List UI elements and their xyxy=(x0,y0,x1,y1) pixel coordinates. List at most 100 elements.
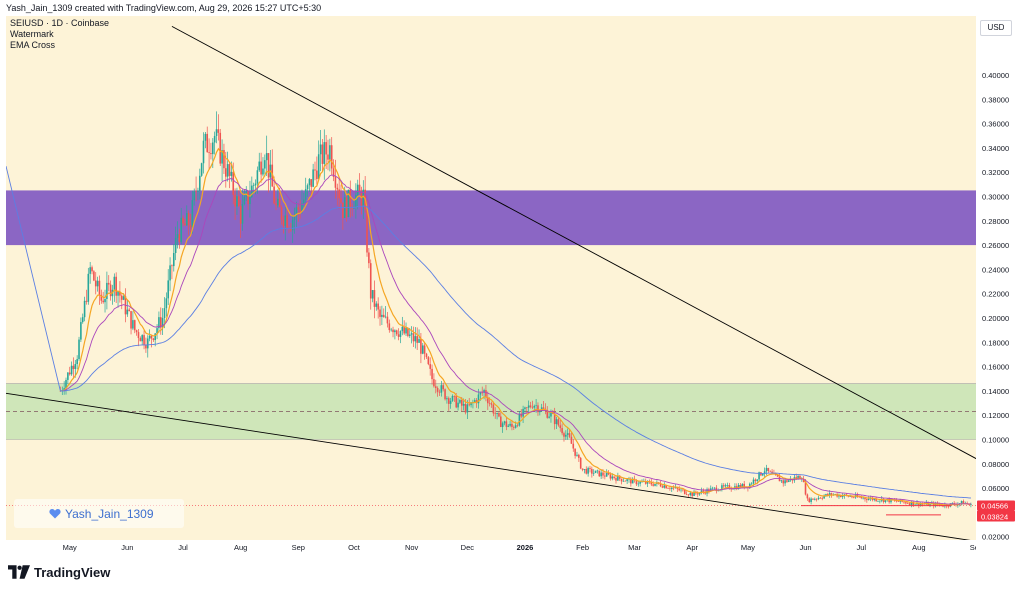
candle-body xyxy=(189,225,192,228)
candle-body xyxy=(680,489,682,491)
currency-selector[interactable]: USD xyxy=(980,20,1012,36)
candle-body xyxy=(524,407,526,409)
candle-body xyxy=(511,423,513,427)
indicator-watermark-label[interactable]: Watermark xyxy=(10,29,54,39)
candle-body xyxy=(615,478,617,481)
candle-body xyxy=(78,339,80,360)
candle-body xyxy=(591,468,593,474)
indicator-ema-cross-label[interactable]: EMA Cross xyxy=(10,40,56,50)
candle-body xyxy=(106,282,108,299)
candle-body xyxy=(202,140,205,164)
candle-body xyxy=(282,219,285,226)
candle-body xyxy=(139,338,142,342)
candle-body xyxy=(817,497,820,499)
time-axis[interactable]: May Jun Jul Aug Sep Oct Nov Dec 2026 Feb Mar Apr May… xyxy=(6,540,984,553)
author-watermark: Yash_Jain_1309 xyxy=(14,499,184,528)
candle-body xyxy=(767,467,770,472)
candle-body xyxy=(401,326,404,332)
candle-body xyxy=(146,338,149,349)
time-tick-label: Apr xyxy=(686,543,698,552)
candle-body xyxy=(520,413,523,417)
time-axis-scale[interactable]: May Jun Jul Aug Sep Oct Nov Dec 2026 Feb Mar Apr May… xyxy=(6,541,984,553)
candle-body xyxy=(447,398,450,404)
candle-body xyxy=(477,394,480,404)
watermark-text: Yash_Jain_1309 xyxy=(65,506,154,521)
price-axis[interactable]: 0.40000 0.38000 0.36000 0.34000 0.32000 0.300… xyxy=(976,16,1018,542)
candle-body xyxy=(613,476,615,479)
candle-body xyxy=(403,326,405,334)
candle-body xyxy=(174,237,177,253)
candle-body xyxy=(453,395,456,397)
candle-body xyxy=(700,490,703,493)
symbol-title[interactable]: SEIUSD · 1D · Coinbase xyxy=(10,18,110,28)
candle-body xyxy=(449,400,452,404)
candle-body xyxy=(565,434,567,437)
candle-body xyxy=(579,457,582,469)
price-tick-label: 0.18000 xyxy=(982,338,1009,347)
candle-body xyxy=(555,419,558,425)
candle-body xyxy=(297,207,300,210)
candle-body xyxy=(460,399,463,406)
created-by-text: Yash_Jain_1309 created with TradingView.… xyxy=(6,3,322,13)
candle-body xyxy=(693,491,695,496)
candle-body xyxy=(581,468,584,470)
candle-body xyxy=(137,332,140,339)
candle-body xyxy=(290,228,292,231)
tradingview-wordmark: TradingView xyxy=(34,564,111,580)
candle-body xyxy=(442,385,444,390)
candle-body xyxy=(366,209,368,253)
candle-body xyxy=(433,379,435,387)
candle-body xyxy=(522,408,524,417)
candle-body xyxy=(381,314,383,317)
candle-body xyxy=(938,504,941,506)
candle-body xyxy=(356,184,359,195)
candle-body xyxy=(635,480,638,485)
candle-body xyxy=(119,291,121,296)
price-tick-label: 0.28000 xyxy=(982,217,1009,226)
candle-body xyxy=(750,483,753,485)
candle-body xyxy=(394,330,396,333)
candle-body xyxy=(260,161,262,175)
svg-text:0.04566: 0.04566 xyxy=(981,502,1008,511)
candle-body xyxy=(905,502,907,504)
candle-body xyxy=(631,478,634,484)
candle-body xyxy=(947,506,950,507)
candle-body xyxy=(827,494,829,496)
candle-body xyxy=(908,503,911,505)
candle-body xyxy=(739,484,742,488)
candle-body xyxy=(388,323,391,331)
candle-body xyxy=(104,298,106,303)
chart-pane[interactable] xyxy=(6,16,976,540)
candle-body xyxy=(225,168,227,177)
candle-body xyxy=(154,333,156,341)
candle-body xyxy=(89,267,91,274)
candle-body xyxy=(646,480,649,484)
price-chart[interactable] xyxy=(6,16,976,540)
time-tick-label: Jun xyxy=(799,543,811,552)
candle-body xyxy=(200,163,203,176)
candle-body xyxy=(669,488,671,489)
candle-body xyxy=(115,276,117,296)
candle-body xyxy=(462,403,465,406)
candle-body xyxy=(228,164,231,176)
candle-body xyxy=(578,454,580,458)
candle-body xyxy=(630,478,632,484)
candle-body xyxy=(252,185,255,186)
candle-body xyxy=(784,480,786,484)
candle-body xyxy=(251,185,253,198)
candle-body xyxy=(763,471,766,474)
candle-body xyxy=(553,413,556,425)
candle-body xyxy=(236,196,238,207)
tradingview-brand[interactable]: TradingView xyxy=(8,563,110,581)
price-tick-label: 0.14000 xyxy=(982,387,1009,396)
candle-body xyxy=(273,186,275,204)
candle-body xyxy=(423,345,426,354)
candle-body xyxy=(771,471,773,474)
price-axis-scale[interactable]: 0.40000 0.38000 0.36000 0.34000 0.32000 0.300… xyxy=(976,16,1018,542)
candle-body xyxy=(98,280,101,295)
price-tick-label: 0.06000 xyxy=(982,484,1009,493)
candle-body xyxy=(702,490,705,492)
candle-body xyxy=(161,318,164,328)
candle-body xyxy=(334,176,337,188)
candle-body xyxy=(683,489,686,494)
